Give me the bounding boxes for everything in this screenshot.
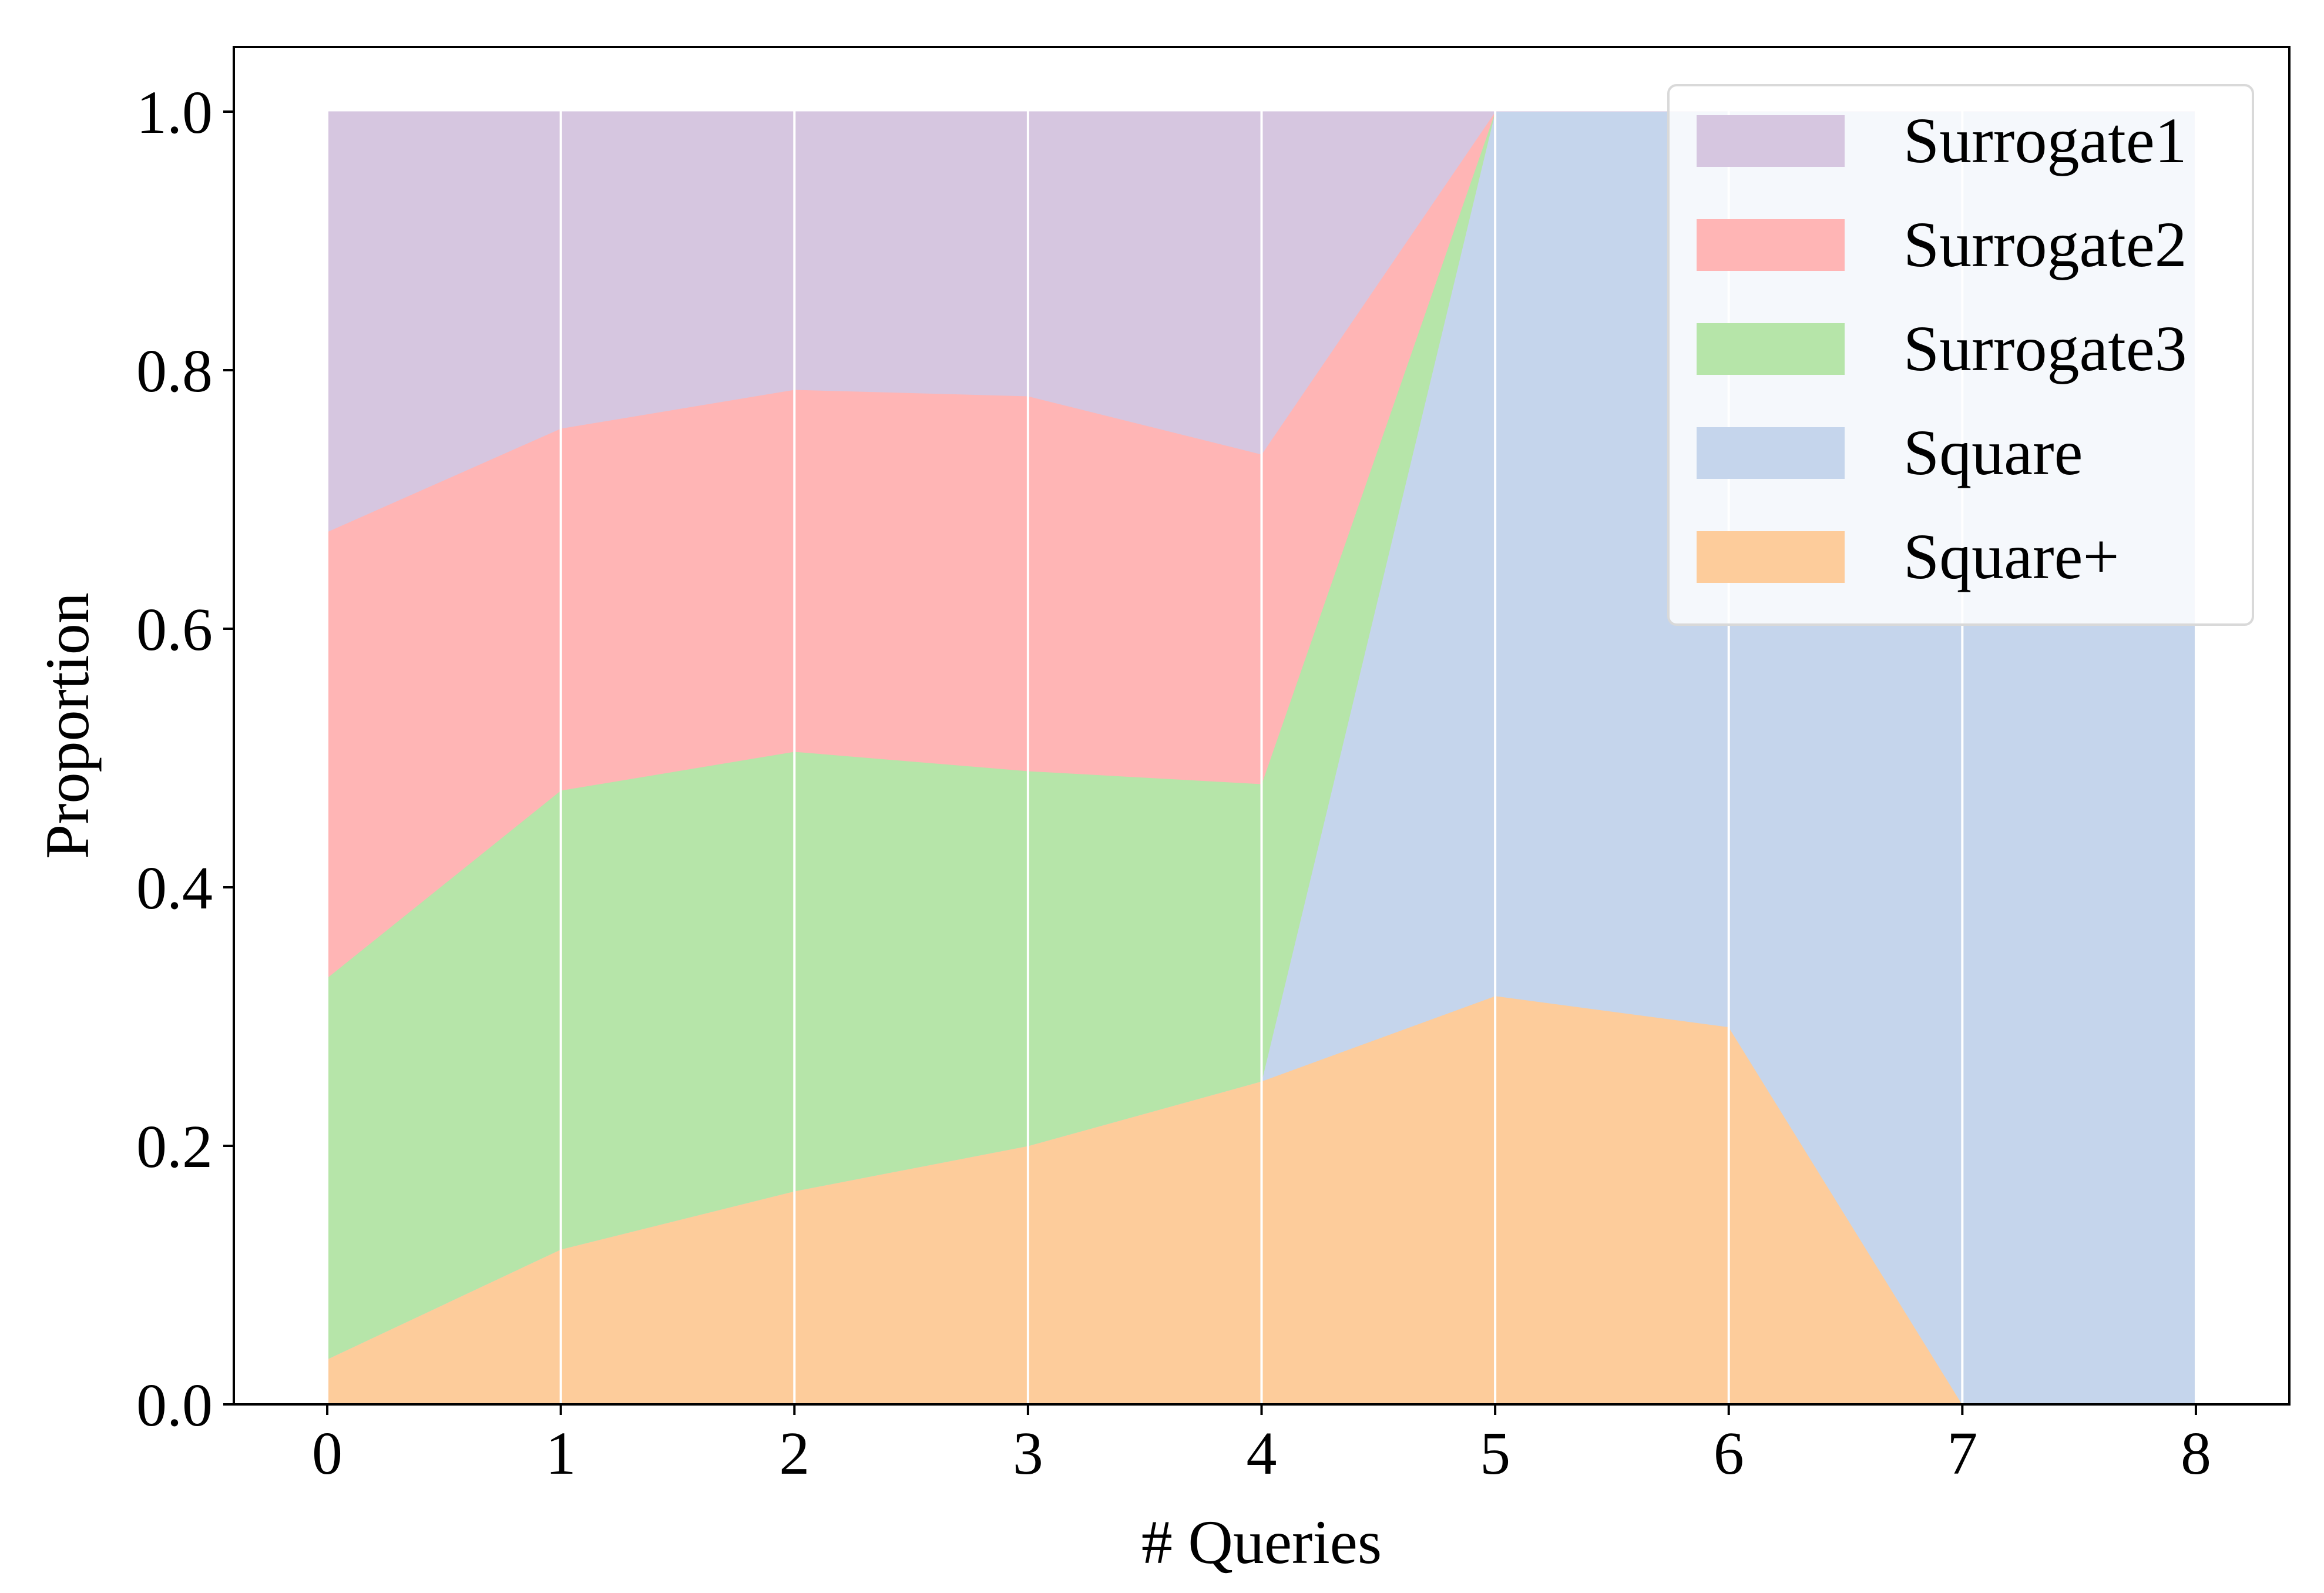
y-tick-label: 0.4 <box>136 854 213 922</box>
legend: Surrogate1 Surrogate2 Surrogate3 Square Squa… <box>1667 84 2254 626</box>
legend-label-surrogate2: Surrogate2 <box>1903 209 2187 280</box>
y-tick-label: 0.0 <box>136 1371 213 1439</box>
x-tick-label: 6 <box>1714 1420 1744 1487</box>
x-tick-label: 7 <box>1947 1420 1977 1487</box>
legend-swatch-surrogate1 <box>1697 115 1845 167</box>
legend-label-surrogate3: Surrogate3 <box>1903 313 2187 384</box>
x-tick-label: 0 <box>312 1420 342 1487</box>
legend-swatch-square <box>1697 427 1845 479</box>
vertical-gridlines <box>326 47 2197 1404</box>
y-axis-label: Proportion <box>33 592 102 858</box>
y-axis: 0.0 0.2 0.4 0.6 0.8 1.0 <box>136 79 234 1439</box>
legend-label-square: Square <box>1903 417 2083 488</box>
y-tick-label: 0.8 <box>136 337 213 405</box>
x-tick-label: 1 <box>546 1420 576 1487</box>
x-tick-label: 4 <box>1247 1420 1277 1487</box>
x-tick-label: 5 <box>1480 1420 1510 1487</box>
x-tick-label: 2 <box>779 1420 810 1487</box>
x-tick-label: 8 <box>2181 1420 2211 1487</box>
legend-swatch-surrogate2 <box>1697 219 1845 271</box>
x-axis: 0 1 2 3 4 5 6 7 8 <box>312 1404 2211 1487</box>
y-tick-label: 0.6 <box>136 596 213 663</box>
x-axis-label: # Queries <box>1141 1508 1382 1577</box>
legend-swatch-surrogate3 <box>1697 323 1845 375</box>
legend-label-square-plus: Square+ <box>1903 521 2120 592</box>
y-tick-label: 0.2 <box>136 1113 213 1181</box>
legend-swatch-square-plus <box>1697 531 1845 583</box>
legend-label-surrogate1: Surrogate1 <box>1903 105 2187 176</box>
x-tick-label: 3 <box>1013 1420 1043 1487</box>
y-tick-label: 1.0 <box>136 79 213 146</box>
